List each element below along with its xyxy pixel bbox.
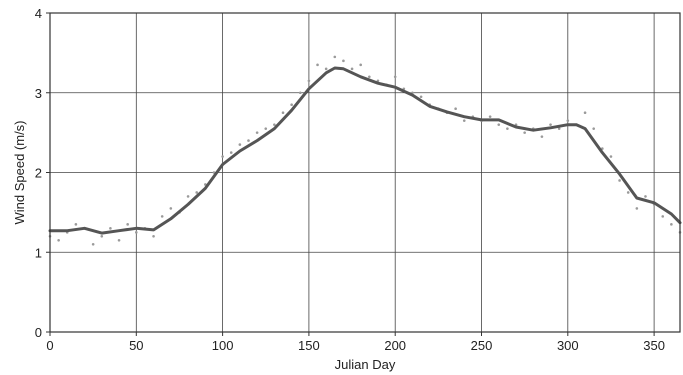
data-point	[497, 123, 501, 126]
x-tick-label: 50	[129, 338, 143, 353]
y-tick-label: 1	[35, 245, 42, 260]
data-point	[618, 179, 621, 182]
data-point	[91, 242, 95, 246]
smooth-line-group	[48, 66, 682, 235]
data-point	[186, 195, 190, 198]
data-point	[298, 91, 302, 95]
data-point	[557, 127, 561, 130]
smooth-line	[48, 66, 682, 235]
data-point	[238, 143, 242, 146]
x-tick-label: 100	[212, 338, 234, 353]
data-point	[454, 107, 457, 110]
data-point	[135, 231, 138, 234]
data-point	[635, 207, 639, 210]
data-point	[661, 215, 665, 218]
data-point	[419, 95, 423, 99]
data-point	[117, 238, 121, 242]
data-point	[549, 123, 552, 126]
y-tick-labels: 0 1 2 3 4	[35, 6, 50, 340]
y-axis-label: Wind Speed (m/s)	[12, 120, 27, 224]
data-point	[368, 75, 371, 79]
data-point	[333, 55, 337, 59]
x-tick-label: 300	[557, 338, 579, 353]
data-point	[100, 235, 104, 238]
x-tick-label: 250	[471, 338, 493, 353]
data-point	[169, 207, 173, 210]
data-point	[393, 75, 397, 79]
y-tick-label: 4	[35, 6, 42, 21]
data-point	[57, 238, 60, 242]
data-point	[195, 191, 199, 194]
x-tick-label: 0	[46, 338, 53, 353]
data-point	[583, 111, 587, 114]
data-point	[281, 111, 285, 114]
y-tick-label: 3	[35, 86, 42, 101]
data-point	[307, 79, 311, 83]
data-point	[247, 139, 250, 142]
data-point	[109, 227, 112, 230]
data-point	[229, 151, 233, 154]
data-point	[540, 135, 544, 138]
data-point	[359, 63, 362, 67]
data-point	[670, 223, 673, 226]
data-point	[255, 131, 259, 134]
data-point	[644, 195, 647, 198]
data-point	[152, 235, 155, 238]
data-point	[160, 215, 164, 218]
data-point	[462, 119, 466, 122]
data-point	[221, 155, 224, 158]
data-point	[488, 115, 492, 118]
y-tick-label: 0	[35, 325, 42, 340]
data-point	[523, 131, 526, 134]
data-point	[290, 103, 293, 107]
x-axis-label: Julian Day	[335, 357, 396, 372]
data-point	[316, 63, 319, 67]
data-point	[592, 127, 595, 130]
y-tick-label: 2	[35, 166, 42, 181]
data-point	[342, 59, 345, 63]
data-point	[626, 191, 630, 194]
data-point	[324, 67, 328, 71]
data-point	[273, 123, 276, 126]
data-point	[74, 223, 78, 226]
data-point	[609, 155, 613, 158]
x-tick-label: 150	[298, 338, 320, 353]
data-point	[350, 67, 354, 71]
x-tick-labels: 0 50 100 150 200 250 300 350	[46, 332, 665, 353]
data-point	[566, 119, 570, 122]
data-point	[264, 127, 268, 130]
data-point	[126, 223, 129, 226]
x-tick-label: 200	[384, 338, 406, 353]
x-tick-label: 350	[643, 338, 665, 353]
data-point	[506, 127, 509, 130]
